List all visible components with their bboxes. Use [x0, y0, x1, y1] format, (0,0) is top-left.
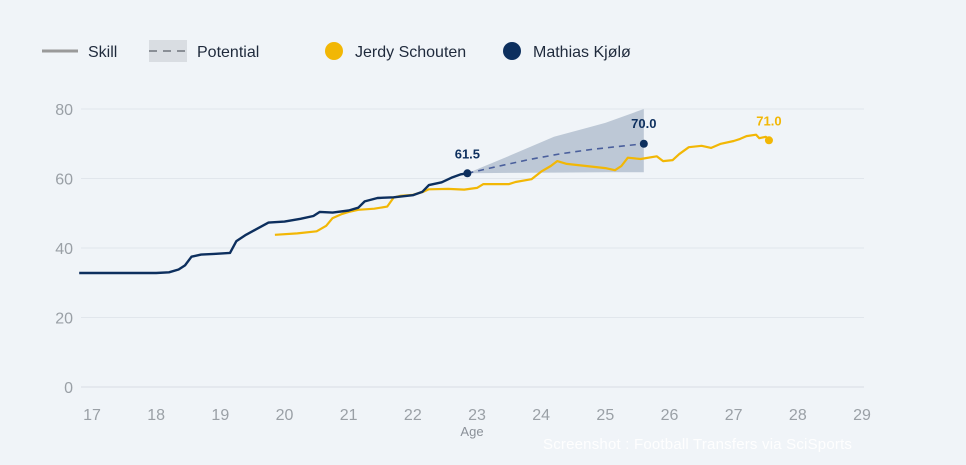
legend-item-skill[interactable]: Skill	[42, 44, 117, 61]
series-line-jerdy-schouten	[274, 133, 770, 236]
schouten-skill-end-label: 71.0	[756, 113, 781, 128]
legend-player-b-label: Mathias Kjølø	[533, 44, 631, 61]
plot-area: 61.5 70.0 71.0	[79, 109, 782, 275]
series-line-mathias-kjolo	[79, 172, 468, 275]
y-axis: 0 20 40 60 80	[55, 102, 73, 397]
x-tick-label: 25	[596, 407, 614, 424]
kjolo-skill-end-label: 61.5	[455, 146, 480, 161]
x-tick-label: 18	[147, 407, 165, 424]
x-tick-label: 26	[661, 407, 679, 424]
y-tick-label: 60	[55, 172, 73, 189]
y-tick-label: 80	[55, 102, 73, 119]
x-tick-label: 24	[532, 407, 550, 424]
x-tick-label: 29	[853, 407, 871, 424]
y-tick-label: 40	[55, 241, 73, 258]
grid	[81, 108, 864, 388]
x-axis-title: Age	[460, 424, 483, 439]
x-tick-label: 19	[211, 407, 229, 424]
legend-item-player-a[interactable]: Jerdy Schouten	[325, 42, 466, 61]
kjolo-skill-end-point[interactable]	[463, 169, 472, 178]
x-tick-label: 28	[789, 407, 807, 424]
legend-player-b-dot	[503, 42, 521, 60]
x-tick-label: 21	[340, 407, 358, 424]
legend-skill-label: Skill	[88, 44, 117, 61]
legend-player-a-label: Jerdy Schouten	[355, 44, 466, 61]
kjolo-potential-end-label: 70.0	[631, 116, 656, 131]
legend-item-potential[interactable]: Potential	[149, 40, 259, 62]
x-tick-label: 20	[276, 407, 294, 424]
legend-player-a-dot	[325, 42, 343, 60]
x-axis: 17 18 19 20 21 22 23 24 25 26 27 28 29	[83, 407, 871, 424]
potential-band	[467, 109, 644, 174]
y-tick-label: 0	[64, 380, 73, 397]
watermark: Screenshot : Football Transfers via SciS…	[543, 436, 853, 453]
y-tick-label: 20	[55, 311, 73, 328]
legend-item-player-b[interactable]: Mathias Kjølø	[503, 42, 631, 61]
kjolo-potential-end-point[interactable]	[639, 139, 648, 148]
legend-potential-label: Potential	[197, 44, 259, 61]
potential-line-mathias-kjolo	[467, 143, 644, 175]
x-tick-label: 22	[404, 407, 422, 424]
legend: Skill Potential Jerdy Schouten Mathias K…	[42, 40, 631, 62]
x-tick-label: 23	[468, 407, 486, 424]
x-tick-label: 27	[725, 407, 743, 424]
schouten-skill-end-point[interactable]	[764, 136, 773, 145]
x-tick-label: 17	[83, 407, 101, 424]
